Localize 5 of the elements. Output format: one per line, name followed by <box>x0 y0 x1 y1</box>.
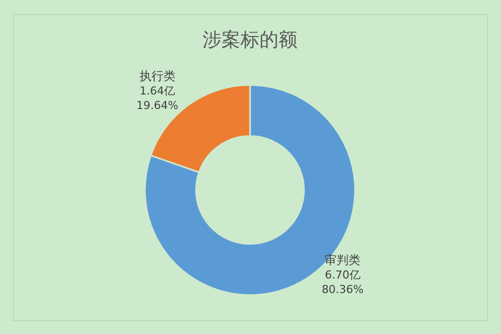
slice-label: 执行类 <box>139 68 176 83</box>
chart-title: 涉案标的额 <box>202 29 298 51</box>
data-label: 6.70亿 80.36% <box>322 268 364 296</box>
data-label: 1.64亿 19.64% <box>136 84 178 112</box>
slice-label: 审判类 <box>324 253 361 267</box>
